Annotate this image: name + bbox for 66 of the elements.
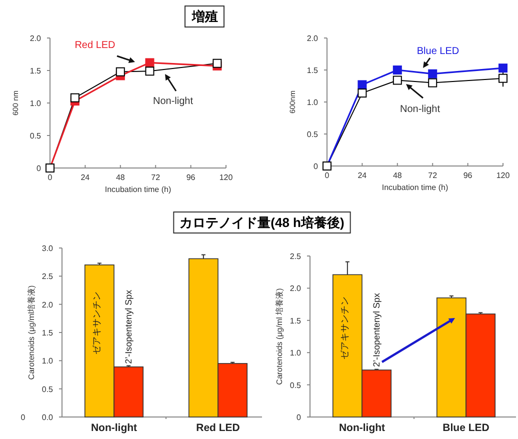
point: [116, 67, 125, 76]
x-tick-label: Non-light: [90, 422, 138, 434]
text: 2’-Isopentenyl Spx: [372, 292, 382, 367]
y-tick-label: 1.5: [42, 328, 54, 338]
x-tick-label: 24: [358, 171, 368, 180]
point: [70, 93, 80, 102]
y-tick-label: 2.0: [290, 284, 302, 294]
point: [428, 78, 438, 88]
y-tick-label: 2.0: [30, 34, 42, 43]
point: [212, 58, 222, 68]
series-label: ゼアキサンチン: [339, 296, 350, 360]
series-label: Non-light: [400, 104, 440, 115]
y-tick-label: 0.5: [42, 384, 54, 394]
y-tick-label: 3.0: [42, 244, 54, 253]
text: Non-light: [152, 96, 194, 107]
chart-title: 増殖: [191, 9, 218, 24]
x-tick-label: 120: [219, 173, 234, 182]
y-tick-label: 1.0: [30, 99, 42, 108]
x-axis-title: Incubation time (h): [382, 183, 448, 192]
x-tick-label: 120: [496, 171, 510, 180]
y-tick-label: 0: [36, 164, 42, 173]
x-tick-label: 24: [80, 173, 90, 182]
chart-title: カロテノイド量(48 h培養後): [180, 215, 344, 230]
point: [145, 66, 154, 76]
point: [392, 66, 402, 74]
text: Red LED: [74, 40, 116, 51]
y-tick-label: 2.0: [42, 300, 54, 310]
x-tick-label: 0: [324, 171, 330, 180]
x-tick-label: 96: [186, 173, 196, 182]
y-tick-label: 1.5: [290, 316, 302, 326]
y-tick-label: 1.5: [30, 66, 42, 76]
point: [392, 76, 402, 85]
y-axis-title: Carotenoids (μg/ml培養液): [27, 284, 36, 380]
point: [498, 74, 508, 83]
y-tick-label: 1.0: [290, 348, 302, 358]
y-tick-label: 0.0: [42, 413, 54, 422]
y-axis-title: Carotenoids (μg/ml 培養液): [275, 288, 284, 385]
y-tick-label: 1.5: [306, 66, 319, 75]
x-tick-label: Non-light: [338, 422, 386, 434]
y-tick-label: 1.0: [306, 98, 319, 107]
x-axis-title: Incubation time (h): [104, 185, 172, 194]
series-label: Blue LED: [416, 46, 460, 57]
y-tick-label: 2.0: [306, 34, 319, 43]
y-tick-label: 1.0: [42, 356, 54, 366]
y-tick-label: 0.5: [306, 130, 319, 139]
x-tick-label: 48: [116, 173, 126, 182]
point: [358, 80, 367, 90]
x-tick-label: 96: [463, 171, 473, 180]
x-tick-label: Red LED: [196, 422, 240, 434]
y-tick-label: 0: [314, 162, 319, 171]
y-tick-label: 2.5: [42, 272, 54, 282]
point: [145, 58, 154, 68]
point: [498, 64, 508, 73]
x-tick-label: 72: [428, 171, 438, 180]
x-tick-label: 72: [151, 173, 161, 182]
point: [428, 69, 438, 78]
point: [358, 88, 367, 98]
text: 2’-Isopentenyl Spx: [124, 289, 134, 364]
y-tick-label: 0.5: [30, 132, 42, 140]
text: 0: [20, 413, 26, 422]
y-tick-label: 0.5: [290, 380, 302, 390]
y-tick-label: 0: [296, 413, 302, 422]
y-tick-label: 2.5: [290, 252, 302, 261]
x-tick-label: Blue LED: [442, 422, 490, 434]
x-tick-label: 48: [392, 171, 402, 180]
series-label: ゼアキサンチン: [91, 291, 102, 354]
